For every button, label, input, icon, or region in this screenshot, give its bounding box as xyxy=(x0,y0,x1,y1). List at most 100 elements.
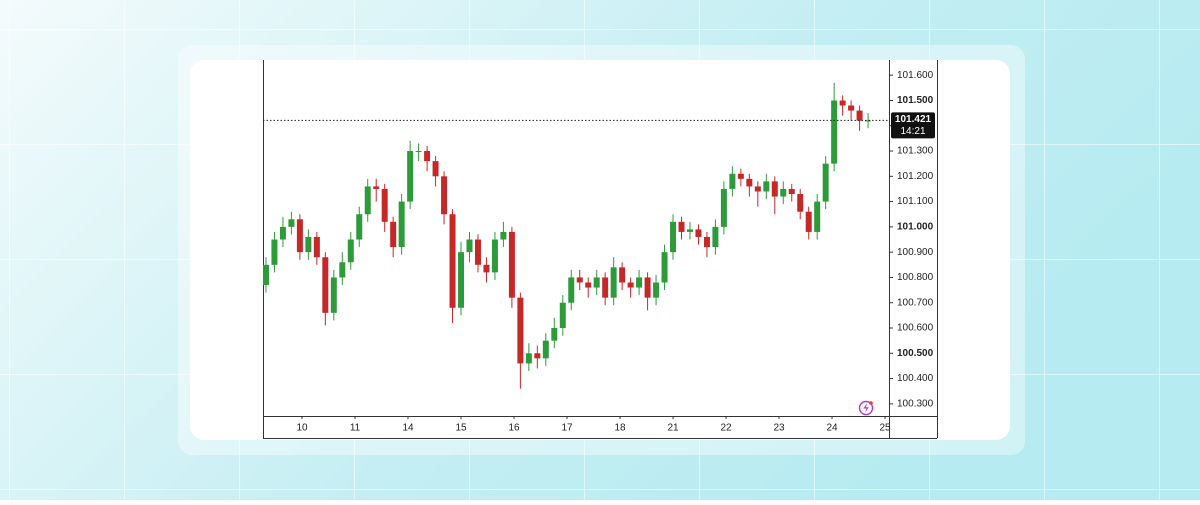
y-tick-label: 101.000 xyxy=(897,222,934,233)
candle-body xyxy=(670,221,677,253)
candle-body xyxy=(695,229,702,237)
candle-body xyxy=(788,188,795,195)
candle-body xyxy=(381,188,388,222)
candle-body xyxy=(373,186,380,189)
candle-body xyxy=(703,236,710,248)
candle-body xyxy=(390,221,397,248)
candle-body xyxy=(763,181,770,192)
plot xyxy=(262,82,872,389)
candle-body xyxy=(466,239,473,253)
candle-body xyxy=(424,151,431,162)
y-tick-label: 101.100 xyxy=(897,196,934,207)
candle-body xyxy=(627,282,634,288)
y-tick-label: 100.900 xyxy=(897,247,934,258)
y-tick-label: 101.300 xyxy=(897,146,934,157)
countdown-label: 14:21 xyxy=(900,126,925,137)
chart-card xyxy=(190,60,1010,440)
candle-body xyxy=(330,277,337,313)
candle-body xyxy=(644,277,651,298)
candle-body xyxy=(432,161,439,177)
last-price-label: 101.421 xyxy=(895,114,932,125)
candle-body xyxy=(322,257,329,313)
x-tick-label: 23 xyxy=(773,423,785,434)
x-tick-label: 17 xyxy=(561,423,573,434)
candle-body xyxy=(339,262,346,278)
x-tick-label: 10 xyxy=(296,423,308,434)
candle-body xyxy=(585,282,592,288)
candle-body xyxy=(797,194,804,212)
candle-body xyxy=(678,221,685,232)
candle-body xyxy=(619,267,626,283)
candle-body xyxy=(746,178,753,187)
candle-body xyxy=(856,110,863,121)
x-tick-label: 18 xyxy=(614,423,626,434)
y-tick-label: 100.400 xyxy=(897,373,934,384)
candle-body xyxy=(441,176,448,215)
candle-body xyxy=(576,277,583,283)
y-tick-label: 101.600 xyxy=(897,70,934,81)
candle-body xyxy=(542,340,549,359)
candle-body xyxy=(661,252,668,283)
candle-body xyxy=(653,282,660,298)
y-tick-label: 100.300 xyxy=(897,399,934,410)
last-price-box xyxy=(891,112,935,139)
candle-body xyxy=(720,188,727,227)
candle-body xyxy=(822,163,829,202)
candle-body xyxy=(364,186,371,215)
candle-body xyxy=(780,188,787,197)
y-tick-label: 100.600 xyxy=(897,323,934,334)
candle-body xyxy=(279,226,286,240)
candle-body xyxy=(415,151,422,153)
candle-body xyxy=(474,239,481,265)
candle-body xyxy=(568,277,575,303)
x-tick-label: 21 xyxy=(667,423,679,434)
candle-body xyxy=(551,328,558,341)
y-tick-label: 101.200 xyxy=(897,171,934,182)
candle-body xyxy=(831,100,838,164)
x-tick-label: 24 xyxy=(826,423,838,434)
candle-body xyxy=(559,302,566,329)
candle-body xyxy=(712,226,719,248)
candle-body xyxy=(602,277,609,298)
x-tick-label: 14 xyxy=(402,423,414,434)
candle-body xyxy=(771,181,778,197)
candle-body xyxy=(458,252,465,308)
candle-body xyxy=(296,219,303,253)
candle-body xyxy=(754,186,761,192)
candle-body xyxy=(449,214,456,308)
candle-body xyxy=(491,239,498,273)
candle-body xyxy=(347,239,354,263)
candle-body xyxy=(610,267,617,298)
y-tick-label: 100.500 xyxy=(897,348,934,359)
x-tick-label: 15 xyxy=(455,423,467,434)
x-tick-label: 11 xyxy=(350,423,361,434)
candle-body xyxy=(534,353,541,359)
candle-body xyxy=(398,201,405,248)
candle-body xyxy=(737,173,744,179)
alert-icon xyxy=(858,400,874,416)
candle-body xyxy=(839,100,846,106)
y-tick-label: 100.700 xyxy=(897,297,934,308)
candle-body xyxy=(729,173,736,189)
candle-body xyxy=(407,151,414,202)
candle-body xyxy=(848,105,855,111)
candle-body xyxy=(305,236,312,253)
candle-body xyxy=(288,219,295,227)
candle-body xyxy=(508,231,515,298)
candle-body xyxy=(525,353,532,364)
x-tick-label: 25 xyxy=(879,423,891,434)
x-tick-label: 16 xyxy=(508,423,520,434)
candle-body xyxy=(271,239,278,265)
candle-body xyxy=(500,231,507,240)
candle-body xyxy=(262,264,269,286)
candle-body xyxy=(593,277,600,288)
candle-body xyxy=(636,277,643,288)
y-tick-label: 101.500 xyxy=(897,95,934,106)
candle-body xyxy=(814,201,821,232)
candle-body xyxy=(517,297,524,364)
candle-body xyxy=(805,211,812,232)
candle-body xyxy=(686,229,693,232)
x-tick-label: 22 xyxy=(720,423,732,434)
candle-body xyxy=(356,214,363,240)
